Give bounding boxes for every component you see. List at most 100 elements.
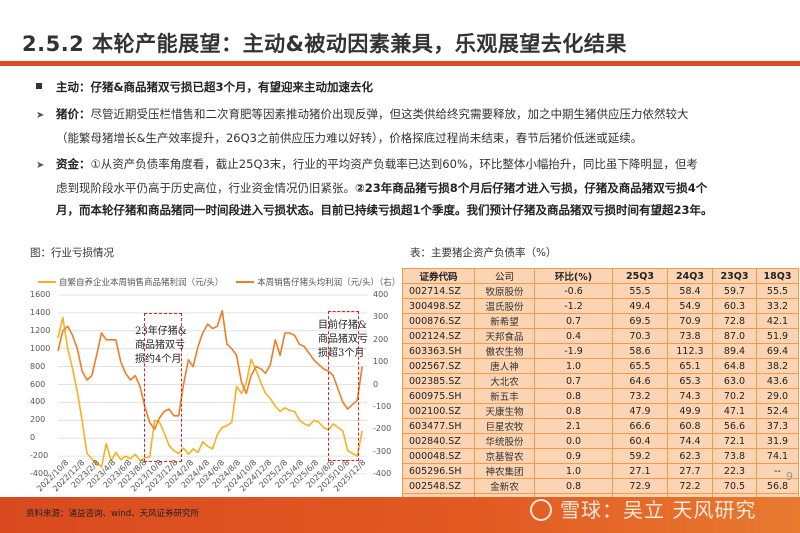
cell-code: 002100.SZ (402, 403, 475, 419)
annotation-current: 目前仔猪& 商品猪双亏 损超3个月 (318, 319, 368, 361)
cell-company: 天邦食品 (474, 328, 535, 344)
cell-code: 002548.SZ (402, 478, 475, 494)
cell-24q3: 54.9 (667, 298, 713, 314)
cell-code: 002714.SZ (402, 283, 475, 299)
cell-23q3: 70.2 (712, 388, 757, 404)
source-note: 资料来源：涌益咨询、wind、天风证券研究所 (26, 509, 200, 519)
hog-profit-line (57, 316, 363, 468)
table-row: 605296.SH 神农集团 1.0 27.1 27.7 22.3 -- (402, 463, 799, 479)
cell-code: 000876.SZ (402, 313, 475, 329)
paragraph-text: ①从资产负债率角度看，截止25Q3末，行业的平均资产负载率已达到60%，环比整体… (90, 157, 698, 171)
cell-code: 002385.SZ (402, 373, 475, 389)
paragraph-lead: 猪价： (56, 107, 91, 121)
cell-qoq: 0.4 (534, 328, 613, 344)
cell-18q3: 37.3 (756, 418, 799, 434)
cell-18q3: 51.9 (756, 328, 799, 344)
cell-code: 002124.SZ (402, 328, 475, 344)
right-axis-tick: -200 (373, 424, 392, 434)
column-header: 公司 (474, 268, 535, 284)
cell-18q3: 69.4 (756, 343, 799, 359)
cell-company: 天康生物 (474, 403, 535, 419)
column-header: 18Q3 (756, 268, 799, 284)
cell-company: 新五丰 (474, 388, 535, 404)
column-header: 25Q3 (612, 268, 668, 284)
cell-company: 巨星农牧 (474, 418, 535, 434)
left-axis-tick: 0 (30, 433, 36, 443)
left-axis-tick: 600 (30, 379, 46, 389)
table-row: 300498.SZ 温氏股份 -1.2 49.4 54.9 60.3 33.2 (402, 298, 799, 314)
cell-25q3: 58.6 (612, 343, 668, 359)
right-axis-tick: 200 (373, 334, 389, 344)
cell-24q3: 73.8 (667, 328, 713, 344)
table-row: 002100.SZ 天康生物 0.8 47.9 49.9 47.1 52.4 (402, 403, 799, 419)
cell-24q3: 27.7 (667, 463, 713, 479)
cell-qoq: -1.9 (534, 343, 613, 359)
left-axis-tick: 1600 (30, 290, 51, 299)
cell-company: 唐人神 (474, 358, 535, 374)
cell-company: 温氏股份 (474, 298, 535, 314)
cell-24q3: 62.3 (667, 448, 713, 464)
right-axis-tick: 300 (373, 312, 389, 322)
cell-23q3: 73.8 (712, 448, 757, 464)
cell-code: 603477.SH (402, 418, 475, 434)
table-row: 002124.SZ 天邦食品 0.4 70.3 73.8 87.0 51.9 (402, 328, 799, 344)
table-title: 表：主要猪企资产负债率（%） (410, 247, 557, 259)
cell-25q3: 64.6 (612, 373, 668, 389)
cell-23q3: 22.3 (712, 463, 757, 479)
right-axis-tick: -300 (373, 446, 392, 456)
cell-25q3: 73.2 (612, 388, 668, 404)
paragraph-lead: 资金： (56, 157, 91, 171)
table-row: 002548.SZ 金新农 0.8 72.9 72.2 70.5 56.8 (402, 478, 799, 494)
paragraph-pig-price: ➤ 猪价：尽管近期受压栏惜售和二次育肥等因素推动猪价出现反弹，但这类供给终究需要释… (36, 103, 776, 149)
debt-ratio-table: 证券代码 公司 环比(%) 25Q3 24Q3 23Q3 18Q3 002714… (402, 268, 799, 509)
right-axis-tick: -100 (373, 401, 392, 411)
cell-25q3: 49.4 (612, 298, 668, 314)
annotation-box-current (328, 311, 359, 461)
cell-24q3: 65.3 (667, 373, 713, 389)
left-axis-tick: 1400 (30, 307, 51, 317)
cell-23q3: 72.1 (712, 433, 757, 449)
cell-qoq: 1.0 (534, 463, 613, 479)
cell-24q3: 74.4 (667, 433, 713, 449)
annotation-line: 目前仔猪& (318, 320, 367, 331)
piglet-profit-line (57, 309, 363, 431)
page-title: 2.5.2 本轮产能展望：主动&被动因素兼具，乐观展望去化结果 (22, 32, 627, 56)
cell-qoq: 0.8 (534, 478, 613, 494)
cell-18q3: 43.6 (756, 373, 799, 389)
cell-25q3: 72.9 (612, 478, 668, 494)
cell-18q3: 56.8 (756, 478, 799, 494)
cell-18q3: 33.2 (756, 298, 799, 314)
legend-label: 本周销售仔猪头均利润（元/头）（右） (257, 278, 401, 288)
loss-line-chart (57, 294, 367, 475)
cell-18q3: 38.2 (756, 358, 799, 374)
cell-code: 300498.SZ (402, 298, 475, 314)
left-axis-tick: 400 (30, 397, 46, 407)
cell-code: 000048.SZ (402, 448, 475, 464)
cell-25q3: 60.4 (612, 433, 668, 449)
cell-code: 002567.SZ (402, 358, 475, 374)
cell-18q3: 31.9 (756, 433, 799, 449)
cell-23q3: 60.3 (712, 298, 757, 314)
left-axis-tick: 200 (30, 415, 46, 425)
cell-23q3: 89.4 (712, 343, 757, 359)
cell-24q3: 60.8 (667, 418, 713, 434)
chart-legend: 自繁自养企业本周销售商品猪利润（元/头） 本周销售仔猪头均利润（元/头）（右） (38, 276, 400, 288)
cell-code: 600975.SH (402, 388, 475, 404)
right-axis-tick: -400 (373, 469, 392, 478)
annotation-line: 商品猪双亏 (135, 340, 185, 351)
cell-25q3: 69.5 (612, 313, 668, 329)
cell-qoq: 0.8 (534, 403, 613, 419)
page-number: 9 (786, 470, 793, 483)
cell-23q3: 56.6 (712, 418, 757, 434)
cell-qoq: 0.0 (534, 433, 613, 449)
cell-24q3: 74.3 (667, 388, 713, 404)
annotation-box-2023 (144, 313, 182, 462)
left-axis-tick: -200 (30, 451, 49, 461)
cell-24q3: 72.2 (667, 478, 713, 494)
table-row: 600975.SH 新五丰 0.8 73.2 74.3 70.2 29.0 (402, 388, 799, 404)
table-row: 002714.SZ 牧原股份 -0.6 55.5 58.4 59.7 55.5 (402, 283, 799, 299)
table-row: 603363.SH 傲农生物 -1.9 58.6 112.3 89.4 69.4 (402, 343, 799, 359)
paragraph-capital: ➤ 资金：①从资产负债率角度看，截止25Q3末，行业的平均资产负载率已达到60%，… (36, 153, 776, 221)
cell-company: 牧原股份 (474, 283, 535, 299)
cell-qoq: 0.9 (534, 448, 613, 464)
